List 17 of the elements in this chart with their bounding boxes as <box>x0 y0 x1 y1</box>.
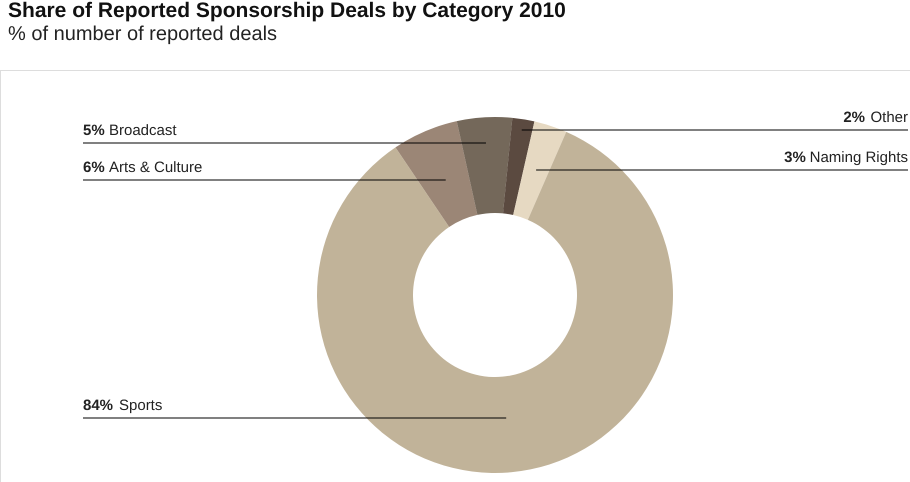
data-label: 84% <box>83 397 114 414</box>
slice-label: Sports <box>119 397 162 414</box>
data-label: 6% <box>83 159 105 176</box>
chart-subtitle: % of number of reported deals <box>8 23 278 45</box>
slice-label: Broadcast <box>109 122 178 139</box>
chart-title: Share of Reported Sponsorship Deals by Category 2010 <box>8 0 566 22</box>
donut-slice <box>395 121 478 228</box>
slice-label: Naming Rights <box>810 149 908 166</box>
donut-slice <box>317 132 673 473</box>
data-label: 3% <box>784 149 806 166</box>
donut-slice <box>513 121 566 220</box>
donut-slice <box>456 117 512 215</box>
data-label: 2% <box>843 109 865 126</box>
donut-slice <box>503 118 534 216</box>
slice-label: Arts & Culture <box>109 159 202 176</box>
data-label: 5% <box>83 122 105 139</box>
slice-label: Other <box>870 109 908 126</box>
